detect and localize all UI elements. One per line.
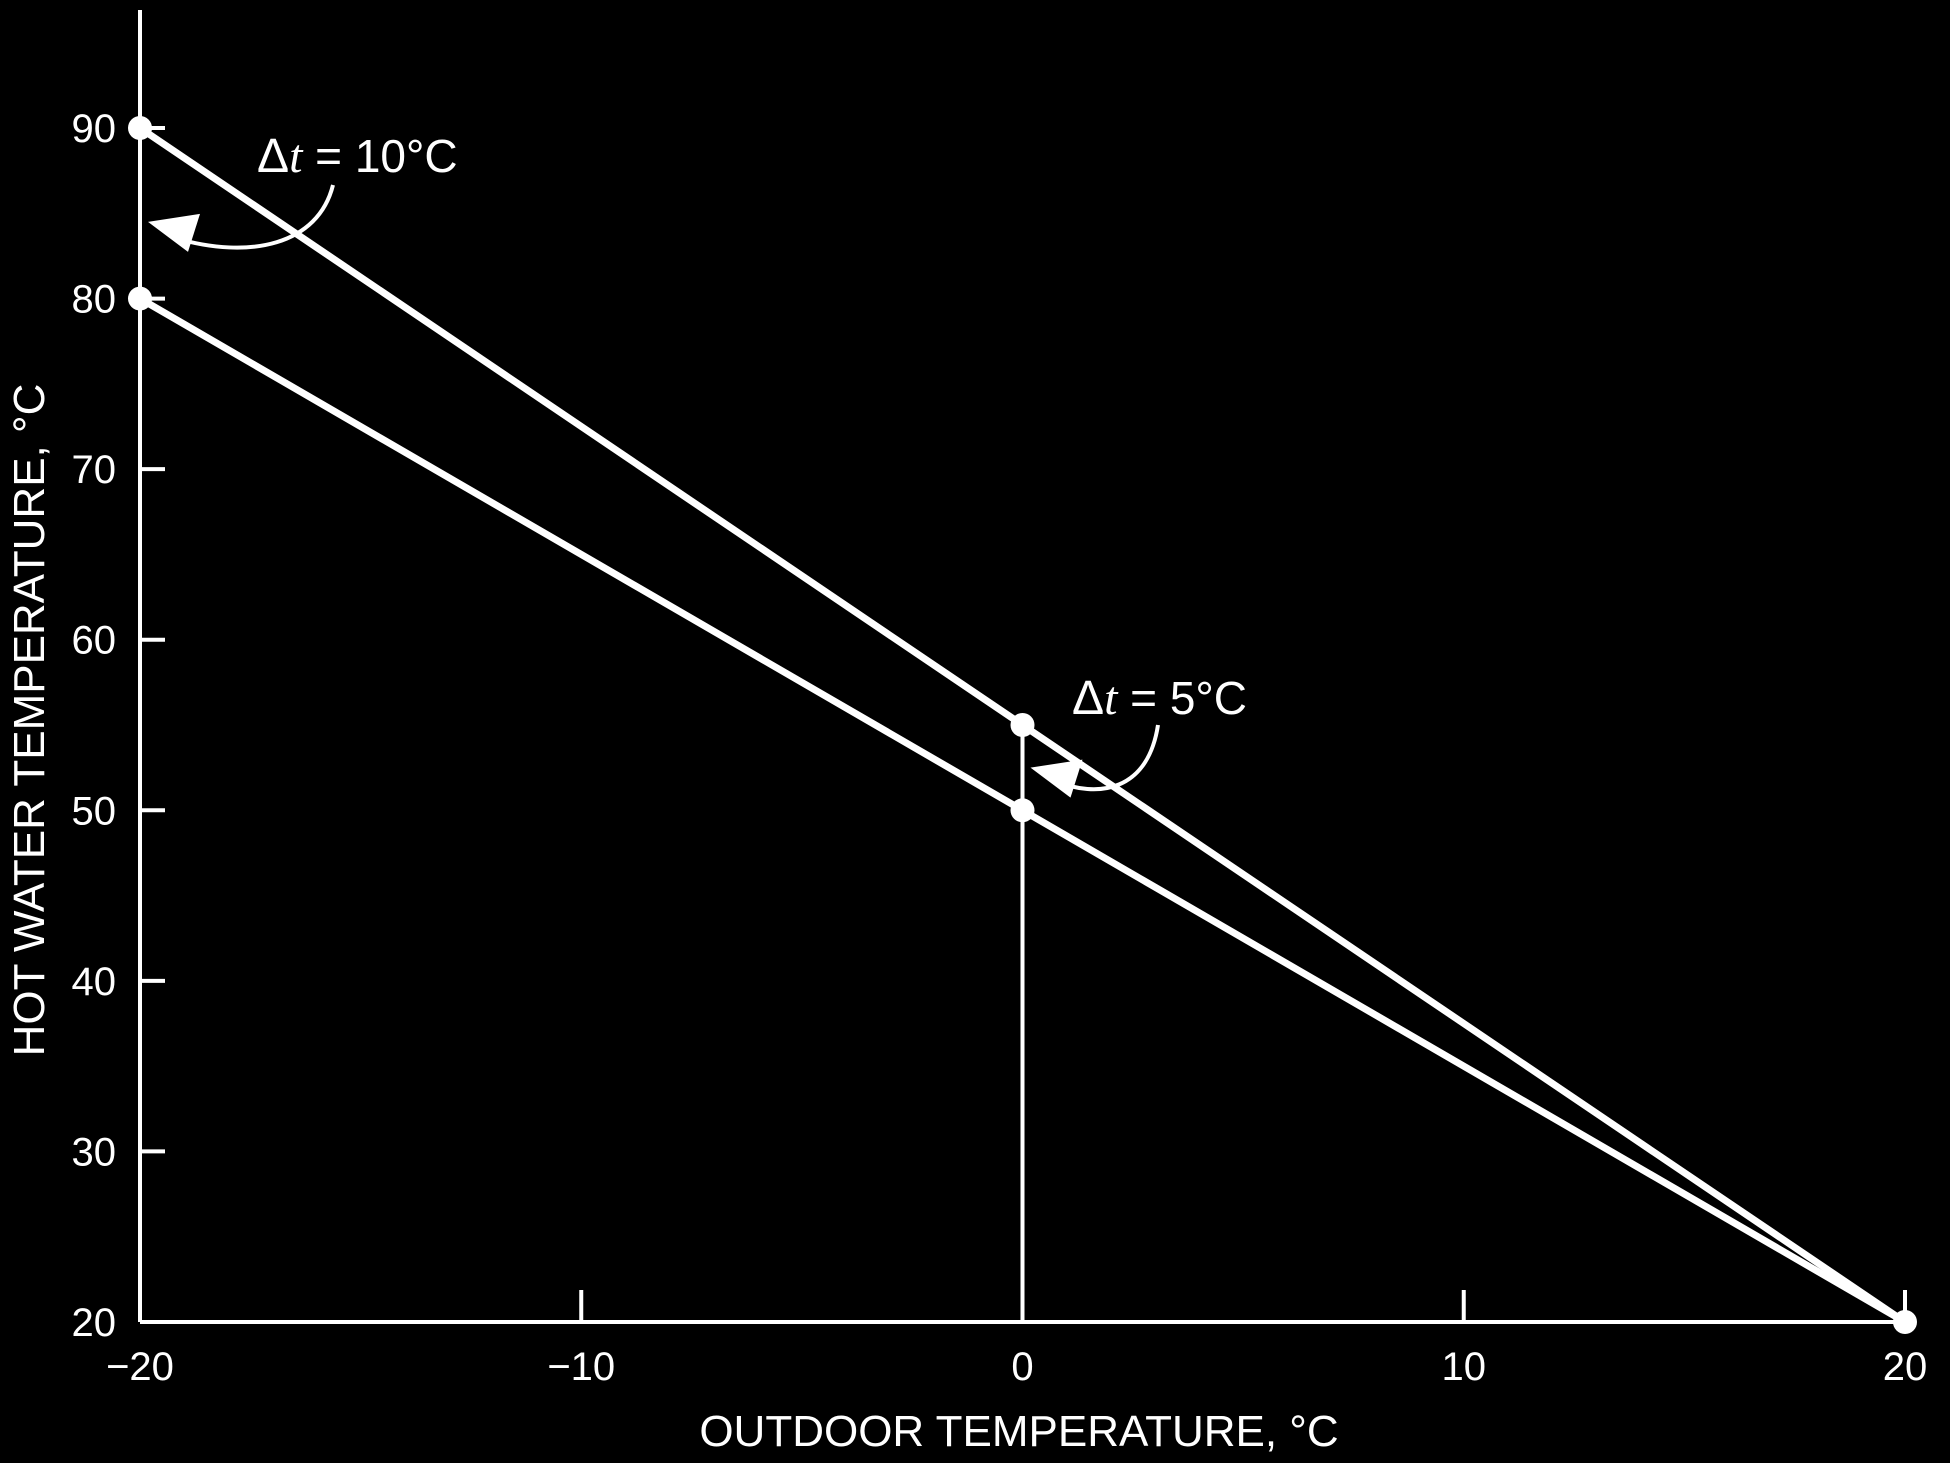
data-point bbox=[1010, 798, 1035, 823]
x-axis-title: OUTDOOR TEMPERATURE, °C bbox=[699, 1407, 1338, 1456]
y-tick-label: 70 bbox=[72, 448, 117, 492]
data-point bbox=[128, 116, 152, 140]
y-tick-label: 60 bbox=[72, 619, 117, 663]
x-tick-label: −20 bbox=[106, 1345, 174, 1389]
y-axis-title: HOT WATER TEMPERATURE, °C bbox=[5, 384, 54, 1057]
annotation-layer: Δt = 10°C Δt = 5°C bbox=[148, 130, 1247, 798]
data-point bbox=[128, 286, 152, 311]
y-tick-label: 50 bbox=[72, 789, 117, 833]
x-tick-label: −10 bbox=[547, 1345, 615, 1389]
annotation-label: Δt = 10°C bbox=[257, 130, 458, 183]
y-tick-label: 30 bbox=[72, 1130, 117, 1174]
marker-layer bbox=[128, 116, 1917, 1334]
y-tick-label: 40 bbox=[72, 960, 117, 1004]
annotation-label: Δt = 5°C bbox=[1072, 672, 1247, 725]
y-tick-label: 80 bbox=[72, 278, 117, 322]
annotation-leader bbox=[174, 184, 335, 250]
x-tick-label: 20 bbox=[1883, 1345, 1928, 1389]
annotation-arrowhead bbox=[1030, 759, 1083, 798]
y-tick-label: 20 bbox=[72, 1301, 117, 1345]
x-tick-label: 0 bbox=[1011, 1345, 1033, 1389]
axes: −20 −10 0 10 20 20 30 40 50 60 70 80 90 bbox=[72, 10, 1928, 1389]
annotation-arrowhead bbox=[148, 213, 200, 252]
data-point bbox=[1010, 713, 1035, 737]
y-tick-label: 90 bbox=[72, 107, 117, 151]
data-point bbox=[1893, 1310, 1917, 1334]
x-tick-label: 10 bbox=[1442, 1345, 1487, 1389]
